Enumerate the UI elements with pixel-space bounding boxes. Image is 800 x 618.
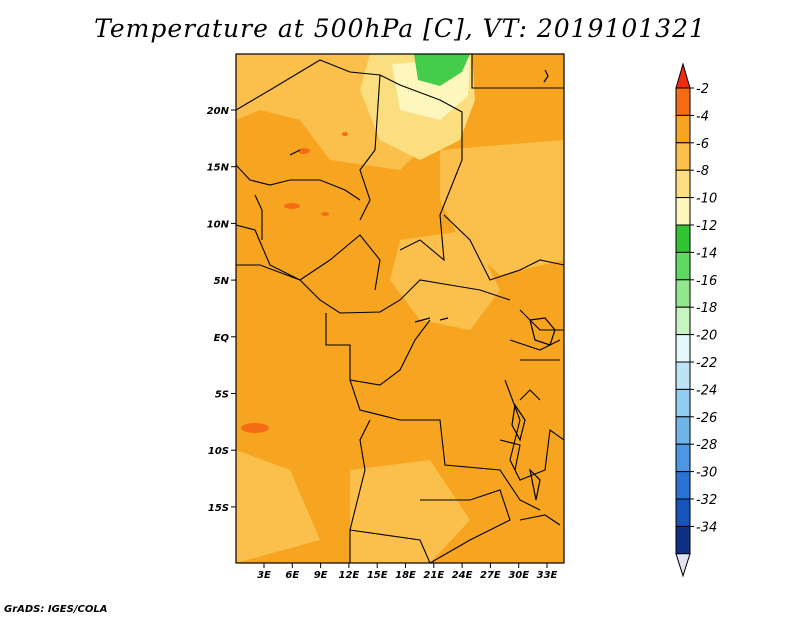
colorbar-segment <box>675 87 691 116</box>
colorbar-label: -18 <box>696 301 717 316</box>
lat-tick-label: 15N <box>207 163 230 174</box>
colorbar-label: -32 <box>696 493 717 508</box>
longitude-axis: 3E 6E 9E 12E 15E 18E 21E 24E 27E 30E 33E <box>257 563 558 581</box>
lon-tick-label: 6E <box>285 570 299 581</box>
colorbar-label: -6 <box>696 137 709 152</box>
colorbar-top-arrow <box>675 62 691 89</box>
colorbar-label: -10 <box>696 192 717 207</box>
temperature-field <box>236 54 564 563</box>
colorbar-label: -28 <box>696 438 717 453</box>
colorbar-segment <box>675 306 691 336</box>
latitude-axis: 20N 15N 10N 5N EQ 5S 10S 15S <box>207 106 236 514</box>
colorbar-label: -30 <box>696 466 717 481</box>
colorbar-segment <box>675 279 691 308</box>
colorbar-label: -12 <box>696 219 717 234</box>
colorbar-label: -26 <box>696 411 717 426</box>
map-frame <box>235 53 565 564</box>
colorbar-segment <box>675 498 691 527</box>
colorbar-segment <box>675 224 691 253</box>
country-borders <box>236 54 564 563</box>
colorbar-segment <box>675 197 691 226</box>
colorbar-label: -34 <box>696 520 717 535</box>
colorbar: -2 -4 -6 -8 -10 -12 -14 -16 -18 -20 -22 -24 -26 -28 -3… <box>675 62 717 578</box>
colorbar-segment <box>675 525 691 555</box>
lon-tick-label: 15E <box>367 570 388 581</box>
lon-tick-label: 9E <box>314 570 328 581</box>
lat-tick-label: 15S <box>208 503 229 514</box>
lon-tick-label: 18E <box>395 570 416 581</box>
colorbar-label: -4 <box>696 109 709 124</box>
colorbar-segment <box>675 169 691 199</box>
colorbar-bottom-arrow <box>675 553 691 578</box>
colorbar-segment <box>675 443 691 473</box>
colorbar-segment <box>675 361 691 390</box>
lat-tick-label: 5N <box>214 276 230 287</box>
colorbar-label: -20 <box>696 329 717 344</box>
colorbar-segment <box>675 334 691 363</box>
colorbar-segment <box>675 142 691 171</box>
lat-tick-label: 5S <box>215 390 229 401</box>
lon-tick-label: 21E <box>423 570 444 581</box>
lat-tick-label: 10N <box>207 219 230 230</box>
lon-tick-label: 27E <box>480 570 501 581</box>
colorbar-segment <box>675 471 691 500</box>
lon-tick-label: 33E <box>537 570 558 581</box>
colorbar-segment <box>675 251 691 281</box>
lat-tick-label: EQ <box>214 333 230 344</box>
colorbar-segment <box>675 416 691 445</box>
map-title: Temperature at 500hPa [C], VT: 201910132… <box>94 14 706 43</box>
colorbar-segment <box>675 114 691 144</box>
colorbar-label: -8 <box>696 164 709 179</box>
lakes <box>414 69 556 501</box>
lon-tick-label: 30E <box>508 570 529 581</box>
lat-tick-label: 20N <box>207 106 230 117</box>
lat-tick-label: 10S <box>208 446 229 457</box>
lon-tick-label: 24E <box>452 570 473 581</box>
colorbar-label: -2 <box>696 82 709 97</box>
colorbar-segment <box>675 388 691 418</box>
lon-tick-label: 3E <box>257 570 271 581</box>
colorbar-label: -24 <box>696 383 717 398</box>
grads-credit: GrADS: IGES/COLA <box>4 604 108 615</box>
lon-tick-label: 12E <box>339 570 360 581</box>
colorbar-label: -14 <box>696 246 717 261</box>
colorbar-label: -16 <box>696 274 717 289</box>
colorbar-label: -22 <box>696 356 717 371</box>
